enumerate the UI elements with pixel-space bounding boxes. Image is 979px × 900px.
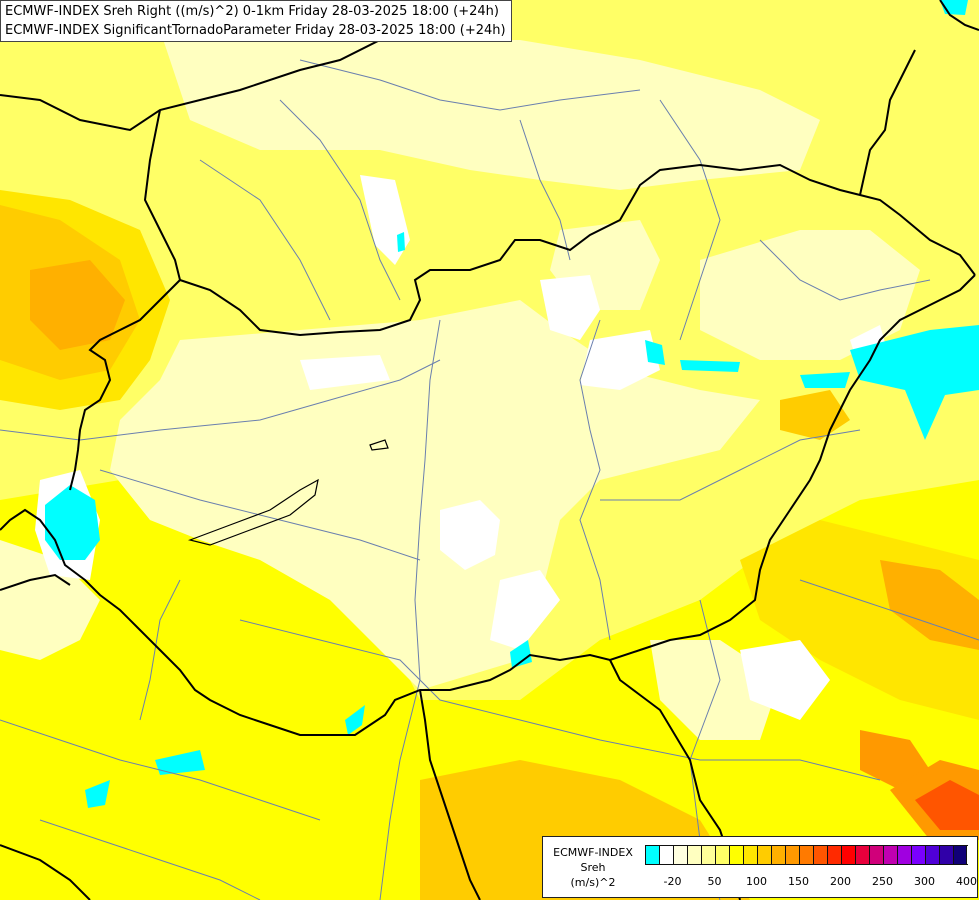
river — [519, 119, 571, 261]
legend-tick-label: 100 — [746, 875, 767, 888]
legend-tick-label: 150 — [788, 875, 809, 888]
border-line — [419, 689, 481, 900]
field-band — [30, 260, 125, 350]
field-band — [800, 372, 850, 388]
field-band — [860, 730, 930, 790]
field-band — [345, 705, 365, 735]
color-legend: ECMWF-INDEX Sreh (m/s)^2 -20 50 100 150 200 2… — [542, 836, 978, 898]
legend-tick-label: 200 — [830, 875, 851, 888]
legend-swatch — [953, 845, 967, 865]
border-line — [69, 279, 181, 491]
field-band — [580, 330, 660, 390]
river — [659, 99, 721, 341]
river — [39, 819, 261, 900]
river — [299, 59, 641, 111]
river — [600, 429, 861, 501]
field-band — [915, 780, 979, 830]
legend-swatch — [827, 845, 841, 865]
legend-swatch — [799, 845, 813, 865]
field-band — [0, 540, 100, 660]
legend-swatch — [883, 845, 897, 865]
river — [199, 159, 331, 321]
title-line-1: ECMWF-INDEX Sreh Right ((m/s)^2) 0-1km F… — [5, 4, 499, 19]
legend-swatch — [645, 845, 659, 865]
field-band — [645, 340, 665, 365]
field-band — [85, 780, 110, 808]
border-line — [143, 109, 181, 281]
legend-swatch — [659, 845, 673, 865]
title-box: ECMWF-INDEX Sreh Right ((m/s)^2) 0-1km F… — [0, 0, 512, 42]
legend-swatch — [911, 845, 925, 865]
field-band — [155, 750, 205, 775]
field-band — [850, 325, 979, 440]
border-line — [0, 844, 91, 900]
legend-swatch — [673, 845, 687, 865]
field-band — [397, 232, 405, 252]
river — [579, 319, 611, 641]
field-band — [510, 640, 532, 668]
field-band — [45, 485, 100, 560]
legend-swatch — [939, 845, 953, 865]
legend-tick-label: 400 — [956, 875, 977, 888]
river — [99, 469, 421, 561]
legend-swatch — [687, 845, 701, 865]
legend-tick-label: -20 — [663, 875, 682, 888]
legend-unit: (m/s)^2 — [570, 876, 616, 889]
legend-swatch — [897, 845, 911, 865]
river — [239, 619, 881, 781]
field-band — [700, 230, 920, 360]
field-band — [880, 560, 979, 650]
legend-swatch — [771, 845, 785, 865]
legend-swatch — [855, 845, 869, 865]
lakes — [187, 439, 389, 546]
legend-swatch — [841, 845, 855, 865]
field-band — [300, 355, 390, 390]
field-band — [540, 275, 600, 340]
field-band — [780, 390, 850, 440]
legend-swatch — [701, 845, 715, 865]
lake-velence — [369, 439, 389, 451]
legend-swatches — [645, 845, 967, 865]
legend-tick-label: 300 — [914, 875, 935, 888]
field-band — [110, 300, 760, 690]
legend-tick-label: 50 — [707, 875, 722, 888]
legend-caption: ECMWF-INDEX Sreh (m/s)^2 — [547, 845, 639, 890]
border-line — [0, 573, 71, 591]
legend-swatch — [729, 845, 743, 865]
legend-swatch — [785, 845, 799, 865]
river — [279, 99, 401, 301]
river — [0, 719, 321, 821]
legend-swatch — [869, 845, 883, 865]
river — [139, 579, 181, 721]
field-band — [680, 360, 740, 372]
lake-balaton — [187, 478, 319, 546]
field-band — [490, 570, 560, 650]
legend-swatch — [715, 845, 729, 865]
river — [379, 319, 441, 900]
field-band — [740, 640, 830, 720]
legend-swatch — [743, 845, 757, 865]
field-band — [440, 500, 500, 570]
border-line — [0, 274, 976, 736]
legend-variable: Sreh — [580, 861, 606, 874]
river — [799, 579, 979, 641]
border-line — [939, 0, 979, 31]
title-line-2: ECMWF-INDEX SignificantTornadoParameter … — [5, 23, 506, 38]
legend-tick-label: 250 — [872, 875, 893, 888]
legend-model: ECMWF-INDEX — [553, 846, 633, 859]
river — [759, 239, 931, 301]
border-line — [859, 49, 916, 196]
legend-swatch — [813, 845, 827, 865]
legend-swatch — [925, 845, 939, 865]
legend-swatch — [757, 845, 771, 865]
